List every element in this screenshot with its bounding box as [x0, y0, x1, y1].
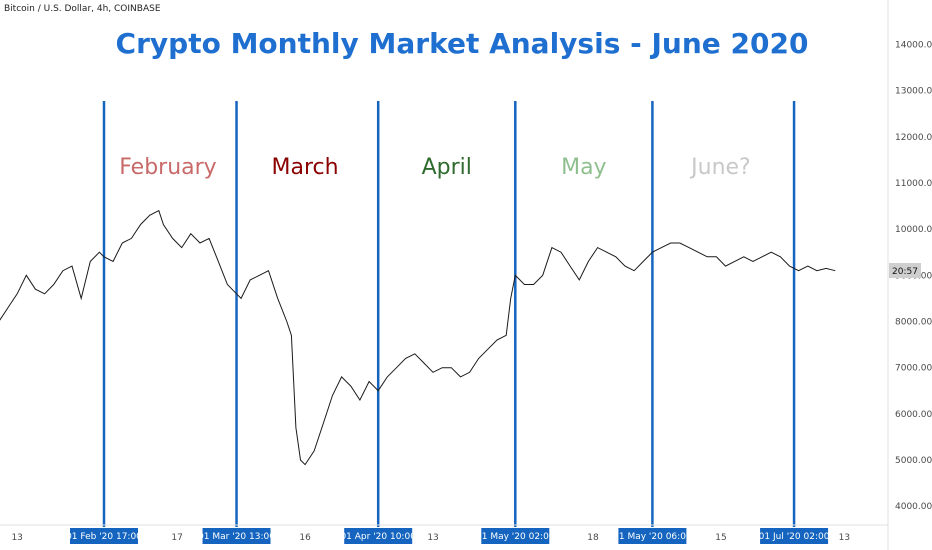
date-badge — [618, 528, 687, 544]
y-tick-label: 7000.00 — [895, 364, 932, 374]
x-tick-label: 15 — [715, 533, 726, 543]
y-tick-label: 10000.00 — [895, 225, 932, 235]
date-badge — [344, 528, 413, 544]
date-badge-label: 01 Jul '20 02:00 — [759, 532, 830, 542]
month-label: May — [561, 155, 606, 180]
chart-title: Crypto Monthly Market Analysis - June 20… — [116, 27, 809, 60]
date-badge-label: 01 Feb '20 17:00 — [66, 532, 142, 542]
y-tick-label: 12000.00 — [895, 133, 932, 143]
y-tick-label: 11000.00 — [895, 179, 932, 189]
month-label: June? — [689, 155, 751, 180]
date-badge-label: 01 Apr '20 10:00 — [340, 532, 416, 542]
x-tick-label: 13 — [427, 533, 438, 543]
price-line — [0, 209, 836, 466]
month-label: March — [272, 155, 339, 180]
x-tick-label: 17 — [171, 533, 182, 543]
y-tick-label: 8000.00 — [895, 317, 932, 327]
date-badge — [202, 528, 271, 544]
date-badge-label: 01 Mar '20 13:00 — [198, 532, 275, 542]
date-badge-label: 01 May '20 02:00 — [476, 532, 555, 542]
time-axis[interactable]: 13 17 16 13 18 15 13 — [11, 533, 850, 543]
month-labels: February March April May June? — [119, 155, 751, 180]
date-badge — [70, 528, 138, 544]
month-lines — [102, 101, 796, 527]
y-tick-label: 6000.00 — [895, 410, 932, 420]
current-price-label: 20:57 — [892, 267, 918, 277]
y-tick-label: 4000.00 — [895, 502, 932, 512]
x-tick-label: 13 — [11, 533, 22, 543]
x-tick-label: 16 — [299, 533, 311, 543]
x-tick-label: 18 — [587, 533, 599, 543]
y-tick-label: 14000.00 — [895, 40, 932, 50]
date-badge-label: 31 May '20 06:00 — [613, 532, 692, 542]
current-price-badge-rect — [889, 263, 921, 278]
current-price-badge: 20:57 — [889, 263, 921, 278]
date-badges: 01 Feb '20 17:00 01 Mar '20 13:00 01 Apr '… — [66, 528, 830, 544]
date-badge — [760, 528, 829, 544]
y-tick-label: 13000.00 — [895, 87, 932, 97]
month-label: April — [422, 155, 472, 180]
symbol-label: Bitcoin / U.S. Dollar, 4h, COINBASE — [4, 4, 161, 14]
month-label: February — [119, 155, 217, 180]
y-tick-label: 5000.00 — [895, 456, 932, 466]
x-tick-label: 13 — [839, 533, 850, 543]
date-badge — [481, 528, 550, 544]
